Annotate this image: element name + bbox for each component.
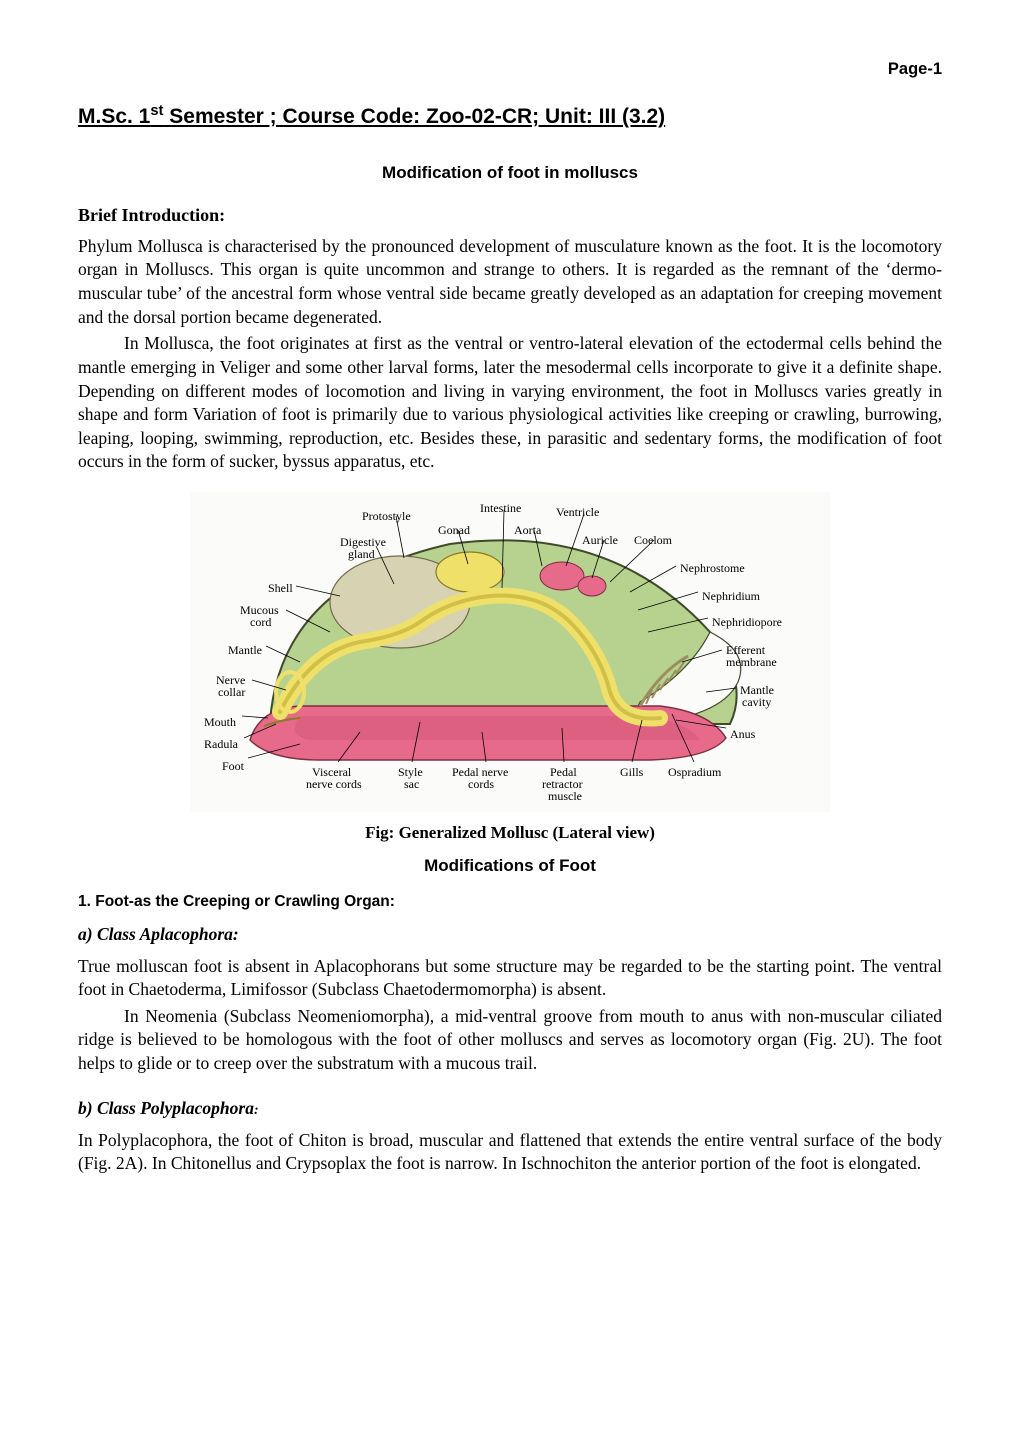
diagram-label: cord [250, 614, 271, 630]
class-b-heading-colon: : [254, 1103, 259, 1118]
diagram-label: Radula [204, 736, 238, 752]
class-a-paragraph-1: True molluscan foot is absent in Aplacop… [78, 955, 942, 1002]
figure-caption: Fig: Generalized Mollusc (Lateral view) [190, 822, 830, 845]
diagram-label: Ventricle [556, 504, 599, 520]
diagram-label: nerve cords [306, 776, 362, 792]
diagram-label: Ospradium [668, 764, 721, 780]
diagram-label: membrane [726, 654, 777, 670]
course-header-ordinal: st [150, 103, 163, 119]
diagram-label: cavity [742, 694, 771, 710]
section-1-heading: 1. Foot-as the Creeping or Crawling Orga… [78, 892, 942, 913]
intro-paragraph-1: Phylum Mollusca is characterised by the … [78, 235, 942, 330]
diagram-label: Mantle [228, 642, 262, 658]
gonad-shape [436, 552, 504, 592]
intro-heading: Brief Introduction: [78, 203, 942, 227]
diagram-label: sac [404, 776, 419, 792]
diagram-label: muscle [548, 788, 582, 804]
mollusc-diagram: ShellMucouscordMantleNervecollarMouthRad… [190, 492, 830, 812]
diagram-label: Gills [620, 764, 643, 780]
class-b-paragraph-1: In Polyplacophora, the foot of Chiton is… [78, 1129, 942, 1176]
ventricle-shape [540, 562, 584, 590]
course-header-prefix: M.Sc. 1 [78, 105, 150, 128]
course-header-rest: Semester ; Course Code: Zoo-02-CR; Unit:… [163, 105, 665, 128]
diagram-label: cords [468, 776, 494, 792]
diagram-label: Coelom [634, 532, 672, 548]
diagram-label: Nephrostome [680, 560, 745, 576]
diagram-label: Nephridium [702, 588, 760, 604]
page-number-label: Page-1 [78, 58, 942, 80]
diagram-label: Gonad [438, 522, 470, 538]
class-b-heading-text: b) Class Polyplacophora [78, 1098, 254, 1118]
diagram-label: Foot [222, 758, 244, 774]
diagram-label: Aorta [514, 522, 541, 538]
course-header: M.Sc. 1st Semester ; Course Code: Zoo-02… [78, 102, 942, 131]
modifications-heading: Modifications of Foot [78, 855, 942, 878]
diagram-label: Intestine [480, 500, 521, 516]
auricle-shape [578, 576, 606, 596]
diagram-label: Nephridiopore [712, 614, 782, 630]
diagram-label: Protostyle [362, 508, 411, 524]
diagram-label: Shell [268, 580, 293, 596]
document-title: Modification of foot in molluscs [78, 162, 942, 185]
diagram-label: Mouth [204, 714, 236, 730]
diagram-label: gland [348, 546, 375, 562]
figure-block: ShellMucouscordMantleNervecollarMouthRad… [190, 492, 830, 845]
class-a-heading: a) Class Aplacophora: [78, 923, 942, 947]
class-a-paragraph-2: In Neomenia (Subclass Neomeniomorpha), a… [78, 1005, 942, 1076]
intro-paragraph-2: In Mollusca, the foot originates at firs… [78, 332, 942, 474]
diagram-label: collar [218, 684, 245, 700]
class-b-heading: b) Class Polyplacophora: [78, 1097, 942, 1121]
diagram-label: Auricle [582, 532, 618, 548]
diagram-label: Anus [730, 726, 755, 742]
